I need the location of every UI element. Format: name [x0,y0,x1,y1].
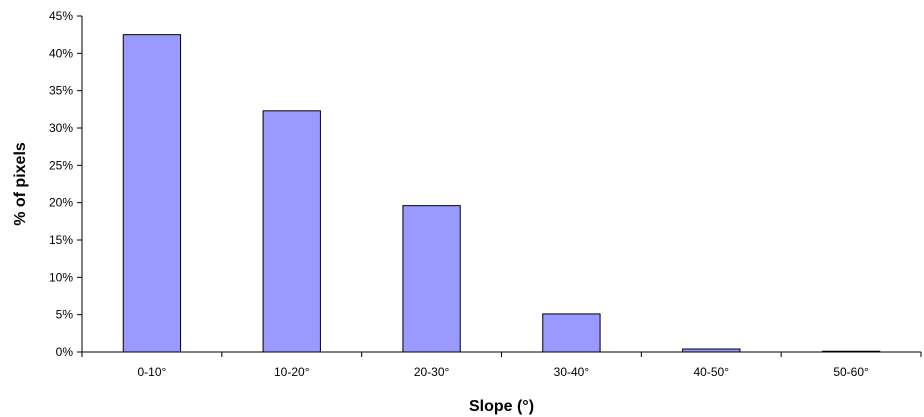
x-axis-ticks: 0-10° 10-20° 20-30° 30-40° 40-50° 50-60° [81,352,922,379]
bar-3 [542,313,601,353]
bar-2 [402,205,461,353]
y-tick-label: 20% [49,196,73,210]
y-tick-label: 45% [49,9,73,23]
y-tick-label: 35% [49,84,73,98]
x-tick-label: 10-20° [274,365,310,379]
y-tick-label: 25% [49,158,73,172]
bar-0 [122,34,182,353]
x-axis-title: Slope (°) [469,398,534,415]
x-tick-label: 50-60° [833,365,869,379]
y-axis-ticks: 0% 5% 10% 15% 20% 25% 30% 35% 40% 45% [49,9,82,359]
y-tick-label: 0% [56,345,74,359]
x-tick-label: 40-50° [694,365,730,379]
x-tick-label: 30-40° [554,365,590,379]
y-tick-label: 10% [49,270,73,284]
y-axis-title: % of pixels [12,142,29,226]
x-tick-label: 20-30° [414,365,450,379]
bars [122,34,881,353]
y-tick-label: 15% [49,233,73,247]
y-tick-label: 30% [49,121,73,135]
y-tick-label: 40% [49,46,73,60]
x-tick-label: 0-10° [138,365,167,379]
y-tick-label: 5% [56,308,74,322]
bar-1 [262,110,321,353]
